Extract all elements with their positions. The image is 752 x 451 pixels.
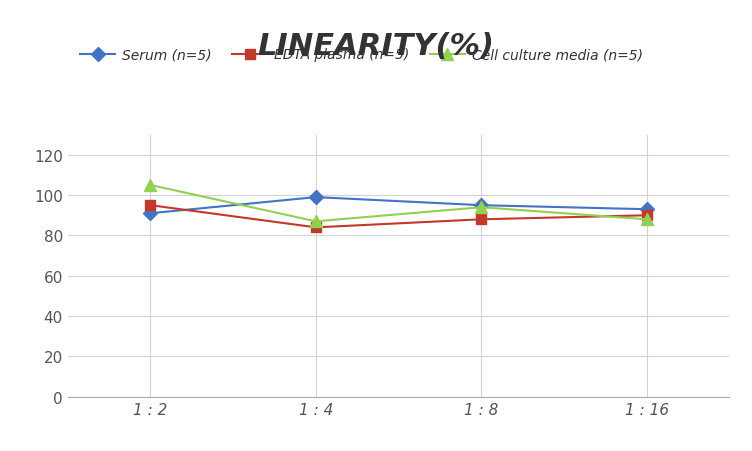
Serum (n=5) <box>311 195 320 200</box>
Line: Cell culture media (n=5): Cell culture media (n=5) <box>145 180 652 227</box>
EDTA plasma (n=5) <box>477 217 486 222</box>
Cell culture media (n=5) <box>642 217 651 222</box>
Cell culture media (n=5) <box>477 205 486 211</box>
Cell culture media (n=5) <box>311 219 320 225</box>
Text: LINEARITY(%): LINEARITY(%) <box>257 32 495 60</box>
Serum (n=5) <box>477 203 486 208</box>
Serum (n=5) <box>642 207 651 212</box>
Cell culture media (n=5) <box>146 183 155 189</box>
Serum (n=5) <box>146 211 155 216</box>
EDTA plasma (n=5) <box>146 203 155 208</box>
Line: EDTA plasma (n=5): EDTA plasma (n=5) <box>146 201 651 233</box>
Line: Serum (n=5): Serum (n=5) <box>146 193 651 219</box>
EDTA plasma (n=5) <box>642 213 651 218</box>
Legend: Serum (n=5), EDTA plasma (n=5), Cell culture media (n=5): Serum (n=5), EDTA plasma (n=5), Cell cul… <box>74 43 648 68</box>
EDTA plasma (n=5) <box>311 225 320 230</box>
